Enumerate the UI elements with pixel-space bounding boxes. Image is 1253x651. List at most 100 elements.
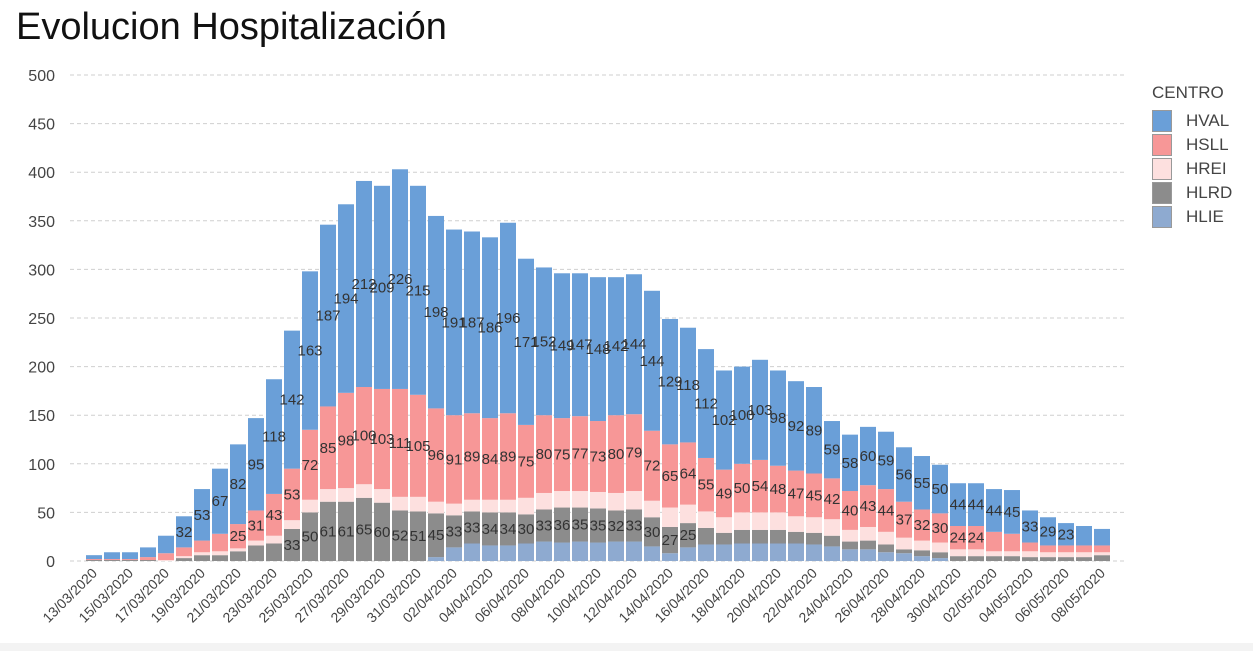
data-label: 32	[608, 518, 625, 535]
bar-segment-hrei	[302, 499, 318, 513]
bar-segment-hlrd	[500, 512, 516, 546]
bar-segment-hlrd	[770, 529, 786, 544]
legend-label: HLIE	[1186, 207, 1224, 226]
data-label: 75	[518, 453, 535, 470]
bar-segment-hrei	[968, 549, 984, 557]
data-label: 226	[387, 271, 412, 288]
bar-segment-hval	[356, 180, 372, 388]
bar-segment-hsll	[446, 415, 462, 504]
data-label: 144	[639, 353, 664, 370]
bar-segment-hlie	[680, 547, 696, 561]
bar-segment-hsll	[1094, 545, 1110, 553]
bar-segment-hrei	[320, 489, 336, 502]
bar-segment-hlie	[626, 541, 642, 561]
chart-title: Evolucion Hospitalización	[16, 6, 447, 48]
bars	[86, 169, 1110, 561]
legend-title: CENTRO	[1152, 83, 1224, 102]
bar-segment-hlrd	[320, 501, 336, 561]
bar-segment-hlrd	[122, 560, 138, 561]
bar-segment-hval	[536, 267, 552, 416]
y-tick-label: 250	[28, 311, 55, 328]
data-label: 23	[1058, 526, 1075, 543]
bar-segment-hrei	[932, 542, 948, 553]
footer-bar	[0, 643, 1253, 651]
data-label: 34	[482, 521, 499, 538]
bar-segment-hval	[644, 290, 660, 431]
data-label: 85	[320, 440, 337, 457]
bar-segment-hlrd	[464, 511, 480, 544]
bar-segment-hlrd	[194, 555, 210, 561]
bar-segment-hrei	[158, 560, 174, 561]
bar-segment-hval	[914, 456, 930, 510]
data-label: 59	[878, 452, 895, 469]
data-label: 129	[657, 374, 682, 391]
bar-segment-hval	[446, 229, 462, 416]
data-label: 43	[266, 507, 283, 524]
y-tick-label: 500	[28, 68, 55, 85]
bar-segment-hlrd	[446, 515, 462, 548]
bar-segment-hrei	[284, 520, 300, 529]
bar-segment-hlie	[608, 541, 624, 561]
bar-segment-hsll	[680, 442, 696, 505]
bar-segment-hlie	[464, 543, 480, 561]
data-label: 44	[968, 497, 985, 514]
bar-segment-hrei	[608, 492, 624, 511]
bar-segment-hval	[194, 489, 210, 541]
bar-segment-hrei	[626, 491, 642, 510]
bar-segment-hsll	[734, 463, 750, 513]
data-label: 98	[770, 410, 787, 427]
data-label: 50	[932, 481, 949, 498]
data-label: 91	[446, 451, 463, 468]
bar-segment-hrei	[590, 491, 606, 509]
bar-segment-hlrd	[914, 550, 930, 557]
bar-segment-hsll	[230, 524, 246, 549]
bar-segment-hval	[932, 464, 948, 514]
bar-segment-hsll	[122, 559, 138, 561]
bar-segment-hsll	[752, 459, 768, 513]
data-label: 45	[806, 487, 823, 504]
bar-segment-hlrd	[338, 501, 354, 561]
bar-segment-hrei	[950, 549, 966, 557]
bar-segment-hlrd	[950, 556, 966, 561]
bar-segment-hrei	[212, 551, 228, 556]
data-label: 55	[698, 477, 715, 494]
data-label: 118	[262, 429, 286, 446]
data-label: 50	[302, 529, 319, 546]
bar-segment-hrei	[1022, 551, 1038, 558]
bar-segment-hlie	[788, 543, 804, 561]
bar-segment-hsll	[500, 413, 516, 500]
bar-segment-hval	[320, 224, 336, 407]
bar-segment-hval	[338, 204, 354, 393]
bar-segment-hsll	[716, 469, 732, 518]
data-label: 105	[405, 438, 430, 455]
bar-segment-hlrd	[752, 529, 768, 544]
data-label: 32	[914, 517, 931, 534]
bar-segment-hrei	[176, 556, 192, 559]
bar-segment-hrei	[860, 526, 876, 541]
bar-segment-hlrd	[140, 560, 156, 561]
bar-segment-hlrd	[590, 508, 606, 543]
bar-segment-hval	[410, 185, 426, 395]
data-label: 45	[1004, 504, 1021, 521]
bar-segment-hsll	[608, 415, 624, 493]
bar-segment-hval	[1004, 490, 1020, 534]
bar-segment-hlie	[698, 544, 714, 561]
bar-segment-hlrd	[410, 511, 426, 561]
data-label: 30	[644, 524, 661, 541]
bar-segment-hsll	[482, 418, 498, 500]
data-label: 171	[513, 334, 538, 351]
bar-segment-hsll	[284, 468, 300, 521]
bar-segment-hlrd	[788, 531, 804, 544]
bar-segment-hrei	[1004, 551, 1020, 557]
legend-label: HSLL	[1186, 135, 1229, 154]
bar-segment-hsll	[554, 418, 570, 492]
bar-segment-hlrd	[230, 551, 246, 561]
bar-segment-hlrd	[1040, 557, 1056, 561]
bar-segment-hsll	[302, 429, 318, 500]
data-label: 30	[932, 520, 949, 537]
bar-segment-hval	[248, 418, 264, 511]
bar-segment-hlie	[554, 542, 570, 561]
data-label: 212	[351, 276, 376, 293]
data-label: 44	[950, 497, 967, 514]
bar-segment-hlie	[842, 549, 858, 561]
